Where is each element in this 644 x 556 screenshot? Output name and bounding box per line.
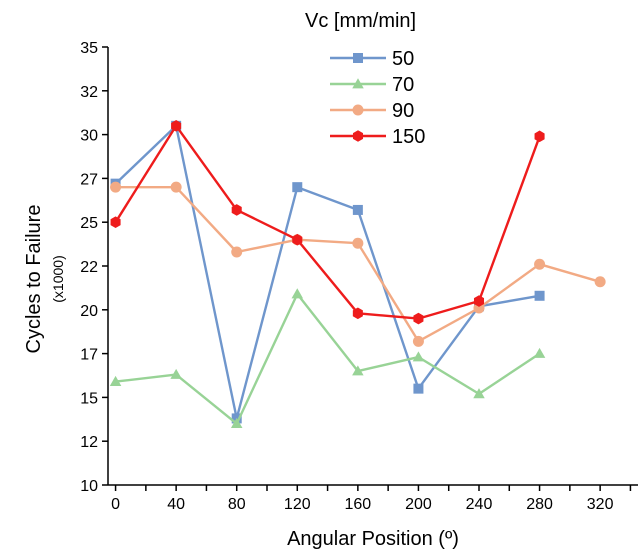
y-axis-subtitle-group: (x1000) <box>50 255 66 302</box>
y-tick-label: 17 <box>80 347 98 364</box>
x-tick-label: 0 <box>111 496 120 513</box>
y-tick-label: 22 <box>80 259 98 276</box>
x-tick-label: 40 <box>167 496 185 513</box>
y-tick-label: 32 <box>80 84 98 101</box>
y-tick-label: 20 <box>80 303 98 320</box>
data-point-circle <box>594 276 606 288</box>
y-tick-label: 25 <box>80 215 98 232</box>
data-point-hexagon <box>171 120 182 132</box>
data-point-triangle <box>109 375 122 386</box>
data-point-triangle <box>533 347 546 358</box>
x-axis-title: Angular Position (º) <box>287 528 459 550</box>
data-point-triangle <box>473 388 485 399</box>
y-tick-label: 12 <box>80 434 98 451</box>
data-point-circle <box>110 181 122 193</box>
y-tick-label: 30 <box>80 128 98 145</box>
data-point-hexagon <box>534 130 545 143</box>
x-tick-label: 120 <box>284 496 311 513</box>
data-point-triangle <box>230 417 243 428</box>
legend-label: 50 <box>392 48 414 70</box>
y-axis-title: Cycles to Failure <box>23 205 45 354</box>
series-90 <box>110 181 606 347</box>
legend-label: 150 <box>392 126 425 148</box>
data-point-hexagon <box>413 312 424 325</box>
data-point-square <box>352 204 363 215</box>
legend-item-90: 90 <box>330 100 414 122</box>
data-point-circle <box>231 246 243 258</box>
y-tick-label: 27 <box>80 171 98 188</box>
legend-item-150: 150 <box>330 126 425 148</box>
series-line <box>114 124 541 320</box>
legend-item-70: 70 <box>330 74 414 96</box>
data-point-triangle <box>412 351 425 362</box>
legend: Vc [mm/min] 50 70 90 150 <box>305 10 425 148</box>
x-tick-label: 320 <box>587 496 614 513</box>
series-70 <box>109 288 546 428</box>
series-line <box>115 292 541 425</box>
data-point-hexagon <box>110 216 121 228</box>
data-point-triangle <box>291 288 304 299</box>
data-point-circle <box>473 302 485 314</box>
x-tick-label: 280 <box>526 496 553 513</box>
data-point-hexagon <box>292 233 303 246</box>
data-point-triangle <box>352 78 364 89</box>
data-point-square <box>353 53 363 63</box>
legend-label: 70 <box>392 74 414 96</box>
y-axis-title-group: Cycles to Failure <box>23 205 45 354</box>
series-line <box>114 124 540 420</box>
data-point-hexagon <box>352 130 364 142</box>
y-tick-label: 10 <box>80 478 98 495</box>
x-tick-label: 160 <box>345 496 372 513</box>
x-tick-label: 200 <box>405 496 432 513</box>
series-layer <box>109 120 606 428</box>
legend-title: Vc [mm/min] <box>305 10 416 32</box>
x-tick-label: 80 <box>228 496 246 513</box>
data-point-circle <box>412 335 424 347</box>
data-point-hexagon <box>473 295 485 307</box>
data-point-square <box>534 290 545 301</box>
data-point-square <box>292 182 303 193</box>
data-point-circle <box>352 237 364 249</box>
data-point-circle <box>170 181 182 193</box>
data-point-circle <box>534 258 546 270</box>
y-tick-label: 35 <box>80 40 98 57</box>
y-axis-subtitle: (x1000) <box>50 255 66 302</box>
data-point-triangle <box>170 368 182 379</box>
legend-label: 90 <box>392 100 414 122</box>
axes: 10 12 15 17 20 22 25 27 30 32 35 0 40 80 120 160 200 240 2… <box>80 40 638 513</box>
data-point-hexagon <box>352 307 363 320</box>
series-150 <box>110 120 545 325</box>
data-point-circle <box>352 104 364 116</box>
data-point-square <box>413 383 424 394</box>
y-tick-label: 15 <box>80 390 98 407</box>
data-point-hexagon <box>231 204 242 216</box>
data-point-triangle <box>352 365 364 376</box>
legend-item-50: 50 <box>330 48 414 70</box>
x-tick-label: 240 <box>466 496 493 513</box>
